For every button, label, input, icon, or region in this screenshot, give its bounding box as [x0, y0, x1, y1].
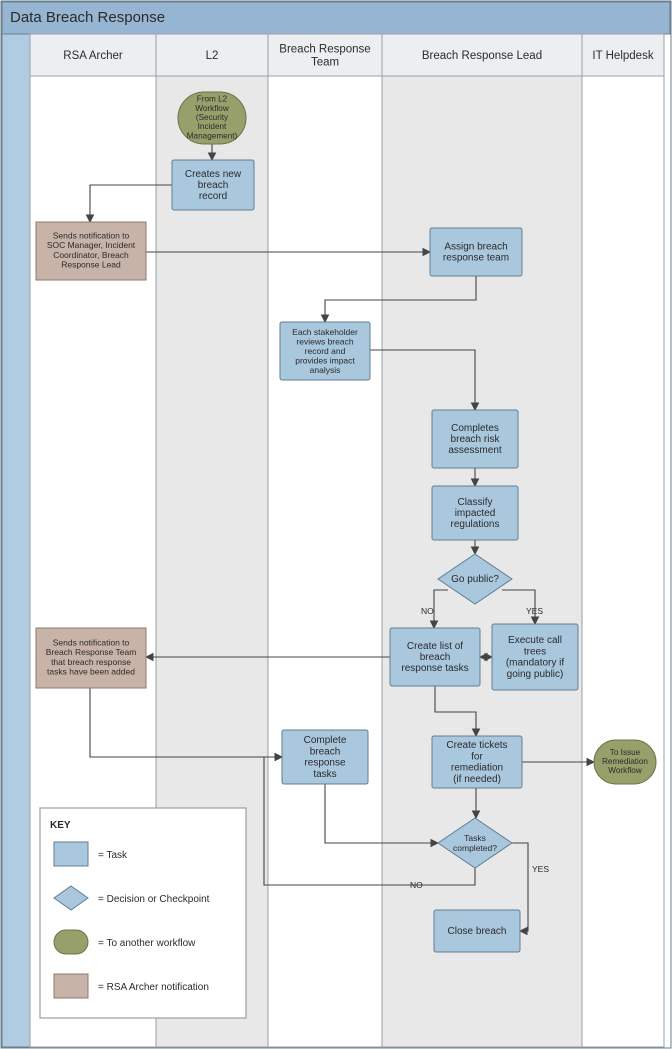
- task-close_breach: Close breach: [434, 910, 520, 952]
- edge-label-lbl_yes2: YES: [532, 864, 549, 874]
- pool-strip: [2, 34, 30, 1047]
- notification-notif1: Sends notification toSOC Manager, Incide…: [36, 222, 146, 280]
- notification-notif2: Sends notification toBreach Response Tea…: [36, 628, 146, 688]
- edge-label-lbl_no: NO: [421, 606, 434, 616]
- legend-item-label: = To another workflow: [98, 938, 196, 949]
- workflow-link-to_remed: To IssueRemediationWorkflow: [594, 740, 656, 784]
- task-risk_assess: Completesbreach riskassessment: [432, 410, 518, 468]
- lane-header-label: Breach Response Lead: [422, 50, 542, 62]
- svg-text:Sends notification toBreach Re: Sends notification toBreach Response Tea…: [46, 638, 137, 677]
- lane-header-label: RSA Archer: [63, 50, 123, 62]
- task-complete_tasks: Completebreachresponsetasks: [282, 730, 368, 784]
- legend-item-label: = Task: [98, 850, 128, 861]
- svg-text:Close breach: Close breach: [448, 926, 507, 937]
- diagram-title: Data Breach Response: [10, 9, 165, 26]
- edge-label-lbl_no2: NO: [410, 880, 423, 890]
- svg-text:Assign breachresponse team: Assign breachresponse team: [443, 241, 509, 263]
- task-classify_reg: Classifyimpactedregulations: [432, 486, 518, 540]
- task-assign_team: Assign breachresponse team: [430, 228, 522, 276]
- lane-body: [582, 76, 664, 1047]
- svg-text:Execute calltrees(mandatory if: Execute calltrees(mandatory ifgoing publ…: [506, 635, 565, 680]
- task-create_rec: Creates newbreachrecord: [172, 160, 254, 210]
- svg-text:Create ticketsforremediation(i: Create ticketsforremediation(if needed): [446, 740, 507, 785]
- svg-text:Classifyimpactedregulations: Classifyimpactedregulations: [451, 497, 500, 530]
- svg-text:Go public?: Go public?: [451, 574, 499, 585]
- lane-header-label: IT Helpdesk: [592, 50, 653, 62]
- lane-header-label: L2: [206, 50, 219, 62]
- workflow-link-start_l2: From L2Workflow(SecurityIncidentManageme…: [178, 92, 246, 144]
- svg-text:Completesbreach riskassessment: Completesbreach riskassessment: [448, 423, 502, 456]
- legend-item-label: = Decision or Checkpoint: [98, 894, 210, 905]
- legend-item-label: = RSA Archer notification: [98, 982, 209, 993]
- legend: KEY = Task = Decision or Checkpoint = To an…: [40, 808, 246, 1018]
- edge-label-lbl_yes: YES: [526, 606, 543, 616]
- task-exec_trees: Execute calltrees(mandatory ifgoing publ…: [492, 624, 578, 690]
- task-create_tix: Create ticketsforremediation(if needed): [432, 736, 522, 788]
- legend-title: KEY: [50, 820, 71, 831]
- lane-body: [268, 76, 382, 1047]
- task-create_tasks: Create list ofbreachresponse tasks: [390, 628, 480, 686]
- task-review_impact: Each stakeholderreviews breachrecord and…: [280, 322, 370, 380]
